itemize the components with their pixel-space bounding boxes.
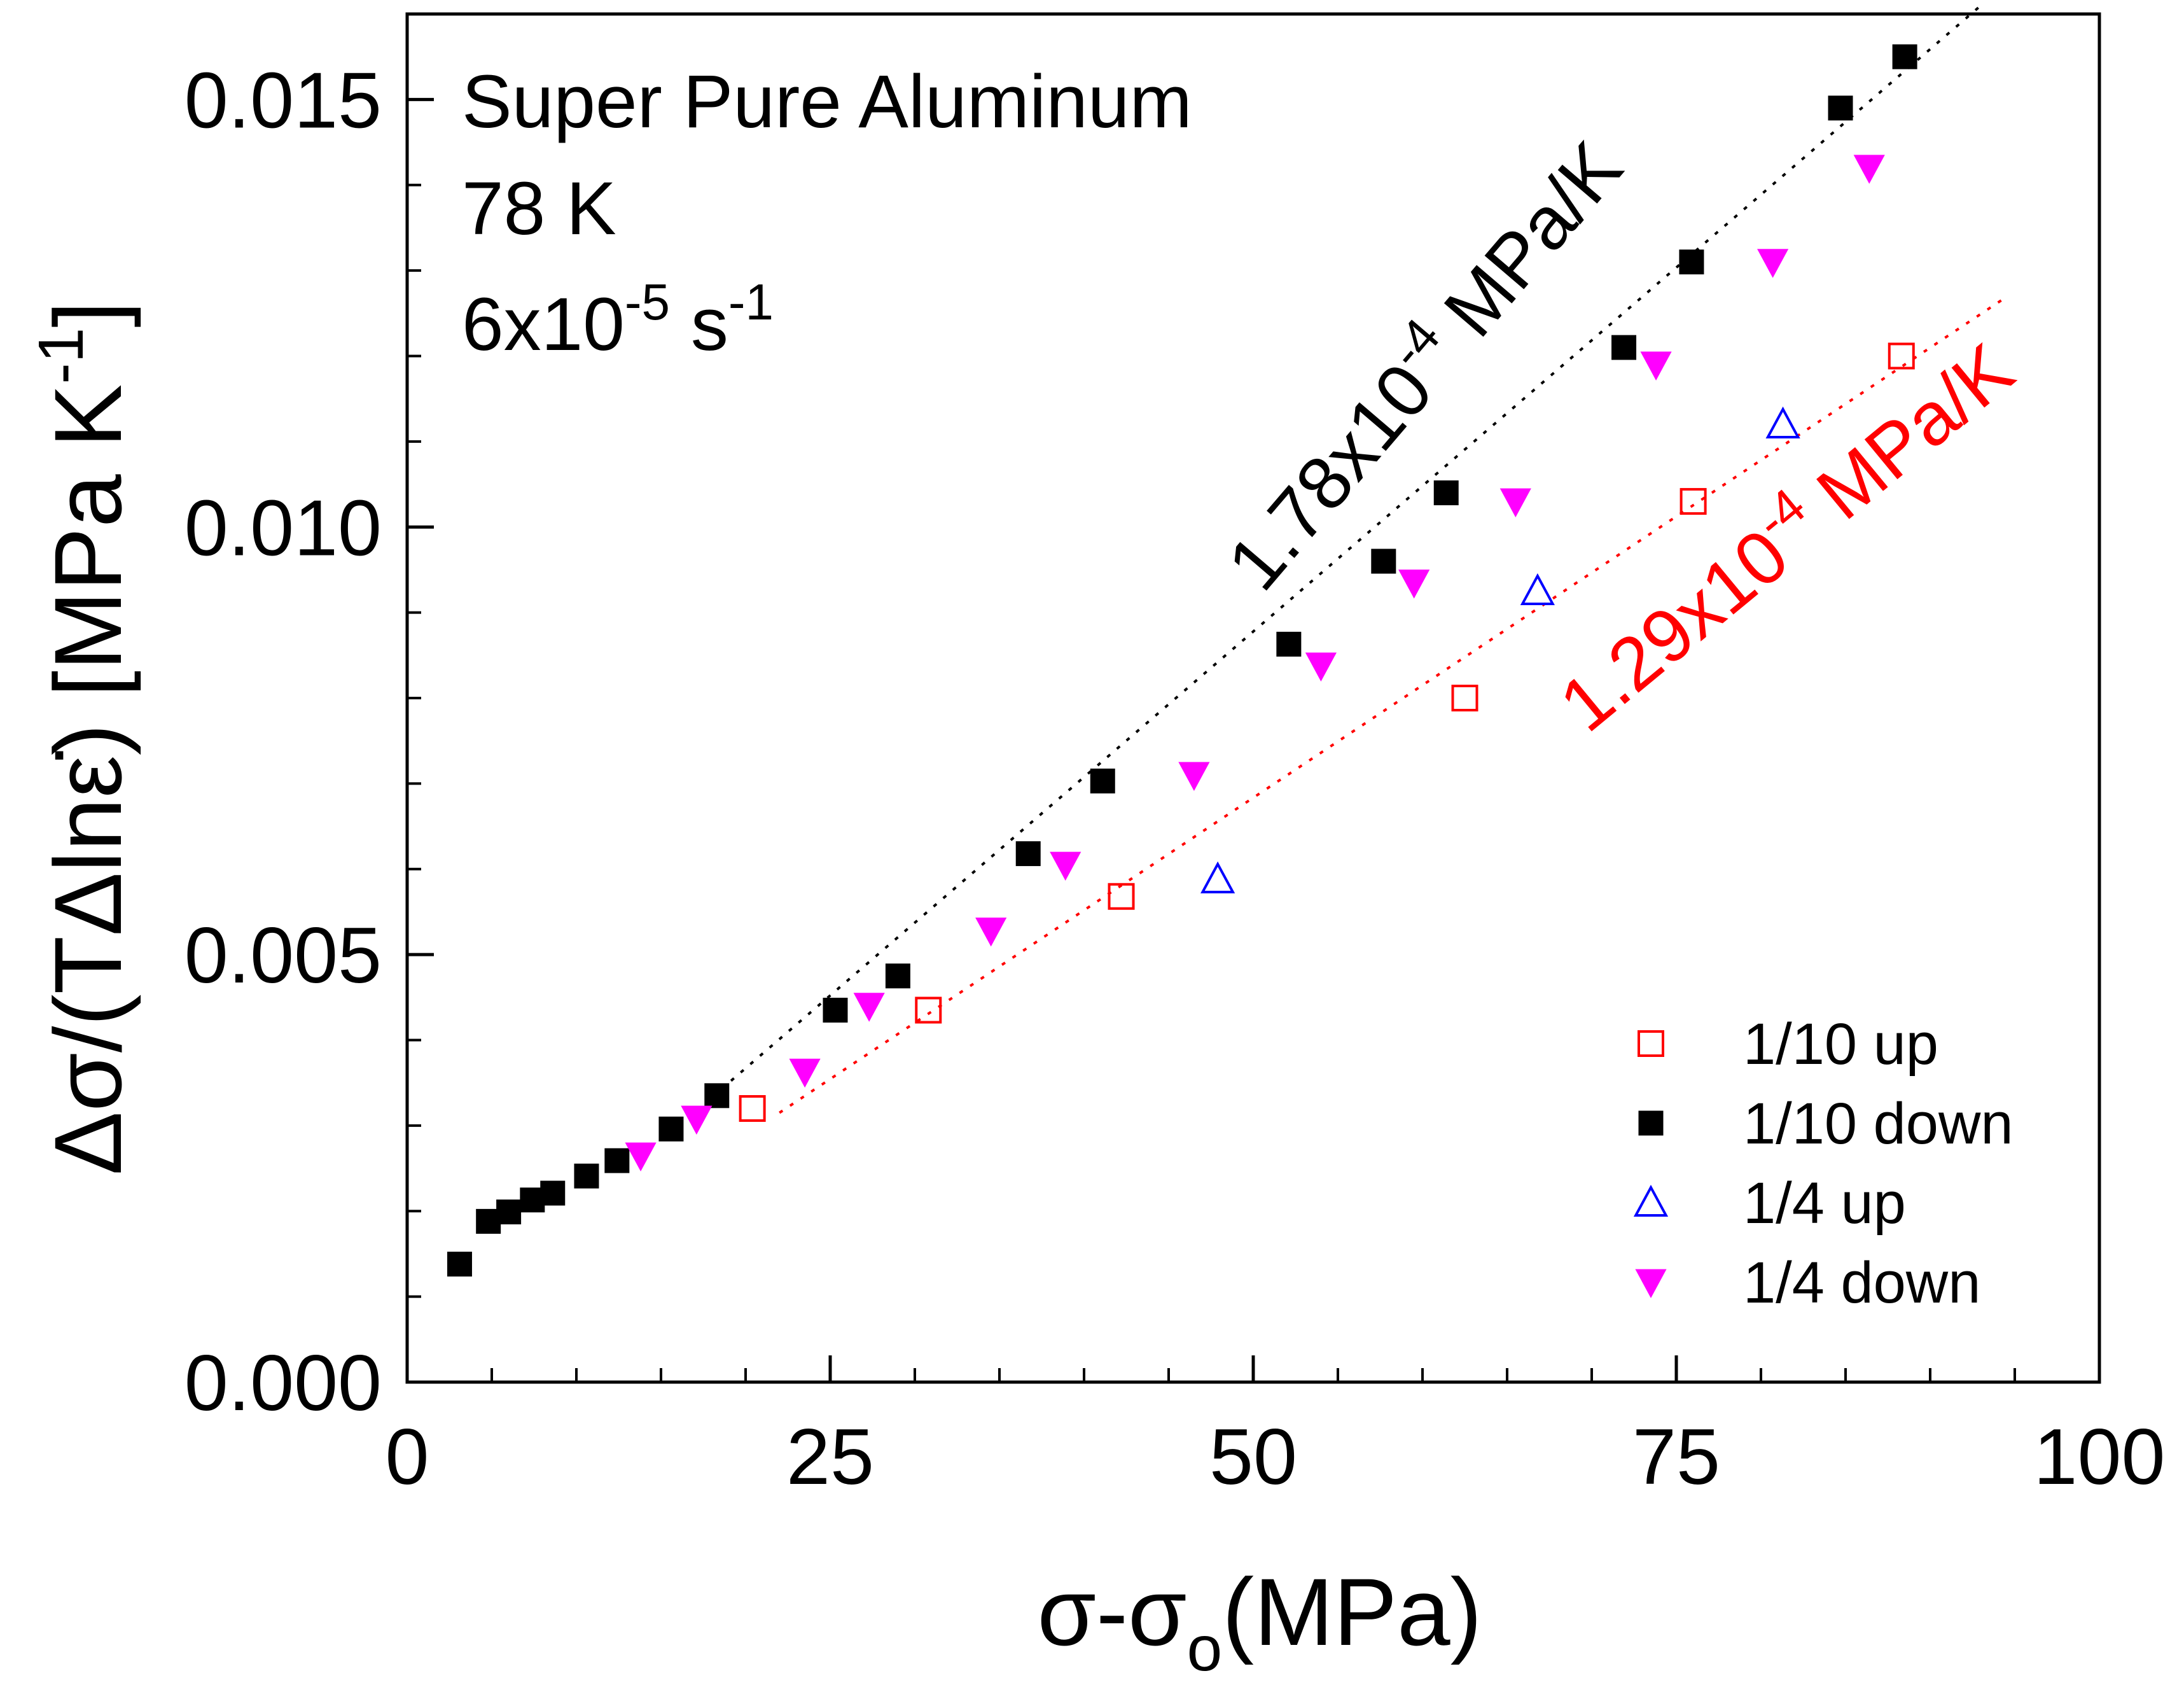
fit-red-line	[779, 296, 2007, 1114]
data-point	[885, 963, 910, 989]
y-axis-title-exponent: -1	[25, 328, 97, 384]
x-tick-label: 25	[786, 1413, 874, 1501]
data-point	[1853, 155, 1885, 184]
data-point	[1178, 762, 1210, 791]
data-point	[1371, 549, 1396, 574]
data-point	[1451, 685, 1478, 711]
strain-rate-unit-exponent: -1	[728, 274, 774, 330]
data-point	[1499, 488, 1531, 517]
series-1-10-up	[739, 342, 1915, 1122]
fit-lines	[711, 4, 2007, 1114]
x-tick-label: 75	[1632, 1413, 1720, 1501]
data-point	[574, 1163, 599, 1189]
data-point	[1888, 342, 1915, 370]
data-point	[1892, 44, 1917, 69]
data-point	[1398, 570, 1430, 599]
x-tick-label: 0	[386, 1413, 429, 1501]
data-point	[823, 997, 848, 1023]
data-point	[681, 1105, 713, 1135]
y-axis-title-main: Δσ/(TΔlnε̇) [MPa K	[34, 384, 141, 1175]
x-axis-title: σ-σo(MPa)	[1037, 1558, 1482, 1684]
series-1-10-down	[447, 44, 1917, 1277]
strain-rate-annotation: 6x10-5 s-1	[462, 274, 774, 367]
data-point	[1108, 883, 1135, 910]
data-point	[658, 1116, 684, 1142]
strain-rate-exponent: -5	[625, 274, 670, 330]
legend-marker	[1633, 1184, 1669, 1217]
legend-label: 1/10 up	[1743, 1012, 1938, 1077]
legend-marker	[1635, 1269, 1667, 1299]
data-point	[540, 1180, 566, 1206]
data-point	[1611, 335, 1637, 360]
legend-label: 1/4 up	[1743, 1171, 1906, 1236]
data-point	[739, 1095, 766, 1122]
y-tick-label: 0.015	[184, 57, 382, 144]
data-point	[1433, 480, 1459, 505]
series-1-4-up	[1200, 406, 1800, 893]
data-point	[1090, 768, 1115, 794]
data-point	[1765, 406, 1800, 438]
data-point	[1276, 631, 1302, 657]
data-point	[447, 1252, 472, 1277]
data-point	[1757, 249, 1789, 278]
legend-marker	[1638, 1030, 1664, 1057]
data-point	[915, 996, 942, 1024]
data-point	[853, 993, 885, 1022]
x-axis-title-main: σ-σ	[1037, 1558, 1186, 1665]
series-1-4-down	[625, 155, 1885, 1171]
legend: 1/10 up 1/10 down 1/4 up 1/4 down	[1633, 1012, 2014, 1315]
data-point	[704, 1083, 730, 1108]
data-point	[1050, 851, 1082, 881]
y-axis-title-end: ]	[34, 301, 141, 328]
data-point	[604, 1148, 630, 1173]
legend-label: 1/10 down	[1743, 1091, 2014, 1156]
axis-ticks: 0 25 50 75 100 0.000 0.005 0.010 0.015	[184, 57, 2166, 1501]
y-tick-label: 0.010	[184, 484, 382, 572]
data-point	[1679, 249, 1704, 275]
x-tick-label: 100	[2034, 1413, 2166, 1501]
y-axis-title: Δσ/(TΔlnε̇) [MPa K-1]	[25, 301, 141, 1175]
strain-rate-main: 6x10	[462, 283, 625, 367]
data-point	[625, 1142, 657, 1171]
data-point	[789, 1058, 821, 1088]
strain-rate-unit: s	[670, 283, 728, 367]
y-tick-label: 0.005	[184, 912, 382, 1000]
data-point	[1520, 573, 1555, 605]
data-point	[1200, 861, 1235, 893]
data-point	[1305, 652, 1337, 682]
legend-marker	[1638, 1110, 1664, 1136]
x-axis-title-subscript: o	[1187, 1613, 1223, 1684]
data-point	[1828, 95, 1853, 121]
data-point	[1680, 487, 1707, 515]
material-annotation: Super Pure Aluminum	[462, 60, 1192, 144]
data-point	[1640, 351, 1672, 381]
legend-label: 1/4 down	[1743, 1250, 1980, 1315]
x-tick-label: 50	[1209, 1413, 1297, 1501]
y-tick-label: 0.000	[184, 1339, 382, 1427]
x-axis-title-unit: (MPa)	[1222, 1558, 1482, 1665]
data-point	[975, 918, 1007, 947]
data-points	[447, 44, 1917, 1277]
data-point	[1015, 841, 1041, 867]
temperature-annotation: 78 K	[462, 167, 616, 251]
data-point	[496, 1199, 522, 1225]
